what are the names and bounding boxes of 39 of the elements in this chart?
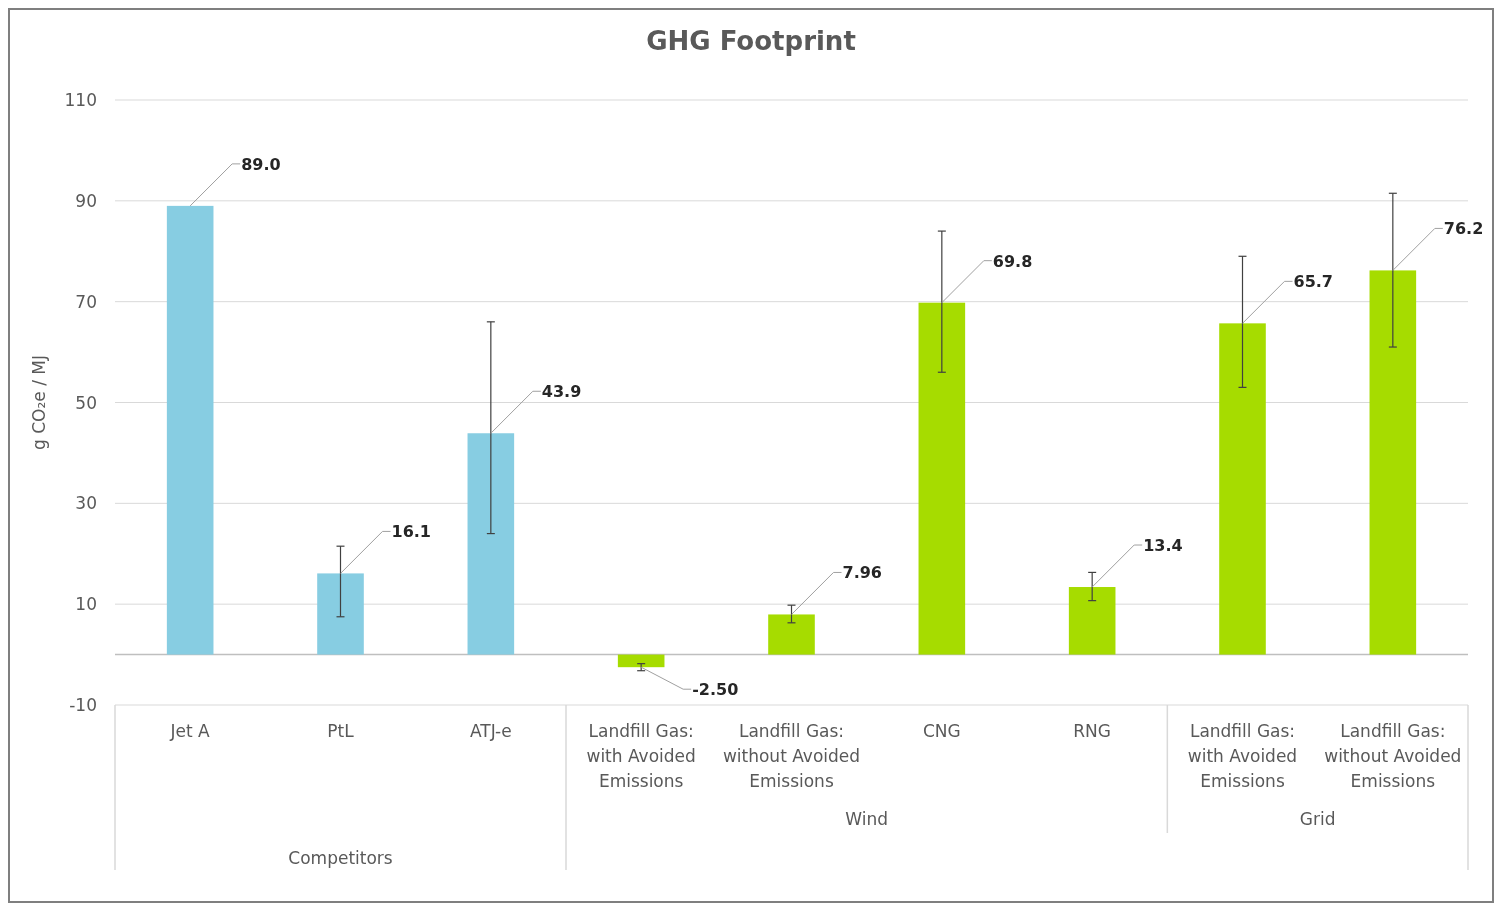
y-tick-label: 50	[75, 392, 97, 413]
bar	[768, 614, 815, 655]
y-tick-label: 30	[75, 493, 97, 514]
x-tick-label: Landfill Gas: with Avoided Emissions	[586, 721, 696, 791]
y-tick-label: 10	[75, 594, 97, 615]
text: Competitors	[288, 848, 393, 868]
bar	[317, 573, 364, 655]
y-axis-title: g CO₂e / MJ	[29, 355, 49, 450]
data-label: 13.4	[1143, 536, 1183, 556]
data-label: 89.0	[241, 154, 281, 174]
data-label: 76.2	[1443, 219, 1484, 239]
x-tick-label: Landfill Gas: with Avoided Emissions	[1187, 721, 1298, 791]
bar	[918, 302, 966, 655]
x-tick-label: Landfill Gas: without Avoided Emissions	[722, 721, 861, 791]
bar	[467, 433, 515, 655]
x-tick-label: CNG	[922, 721, 961, 741]
bar	[1219, 323, 1266, 655]
data-label: 69.8	[992, 251, 1033, 271]
bar	[617, 654, 665, 668]
x-tick-label: Landfill Gas: without Avoided Emissions	[1324, 721, 1462, 791]
data-label: 43.9	[541, 382, 582, 402]
data-label: 16.1	[391, 522, 431, 542]
x-tick-label: RNG	[1073, 721, 1112, 741]
chart-title: GHG Footprint	[646, 26, 856, 56]
y-tick-label: -10	[69, 695, 97, 715]
bar	[166, 205, 214, 655]
y-tick-label: 90	[75, 190, 97, 211]
bar	[1369, 270, 1417, 655]
data-label: 7.96	[842, 563, 882, 583]
data-label: 65.7	[1293, 272, 1333, 292]
data-label: -2.50	[692, 680, 739, 700]
y-tick-label: 70	[75, 291, 97, 312]
x-tick-label: ATJ-e	[469, 721, 512, 741]
bar	[1068, 587, 1116, 655]
x-tick-label: PtL	[327, 721, 355, 741]
text: Wind	[845, 809, 889, 829]
text: Grid	[1299, 809, 1336, 829]
x-tick-label: Jet A	[169, 721, 211, 741]
y-tick-label: 110	[64, 90, 97, 110]
